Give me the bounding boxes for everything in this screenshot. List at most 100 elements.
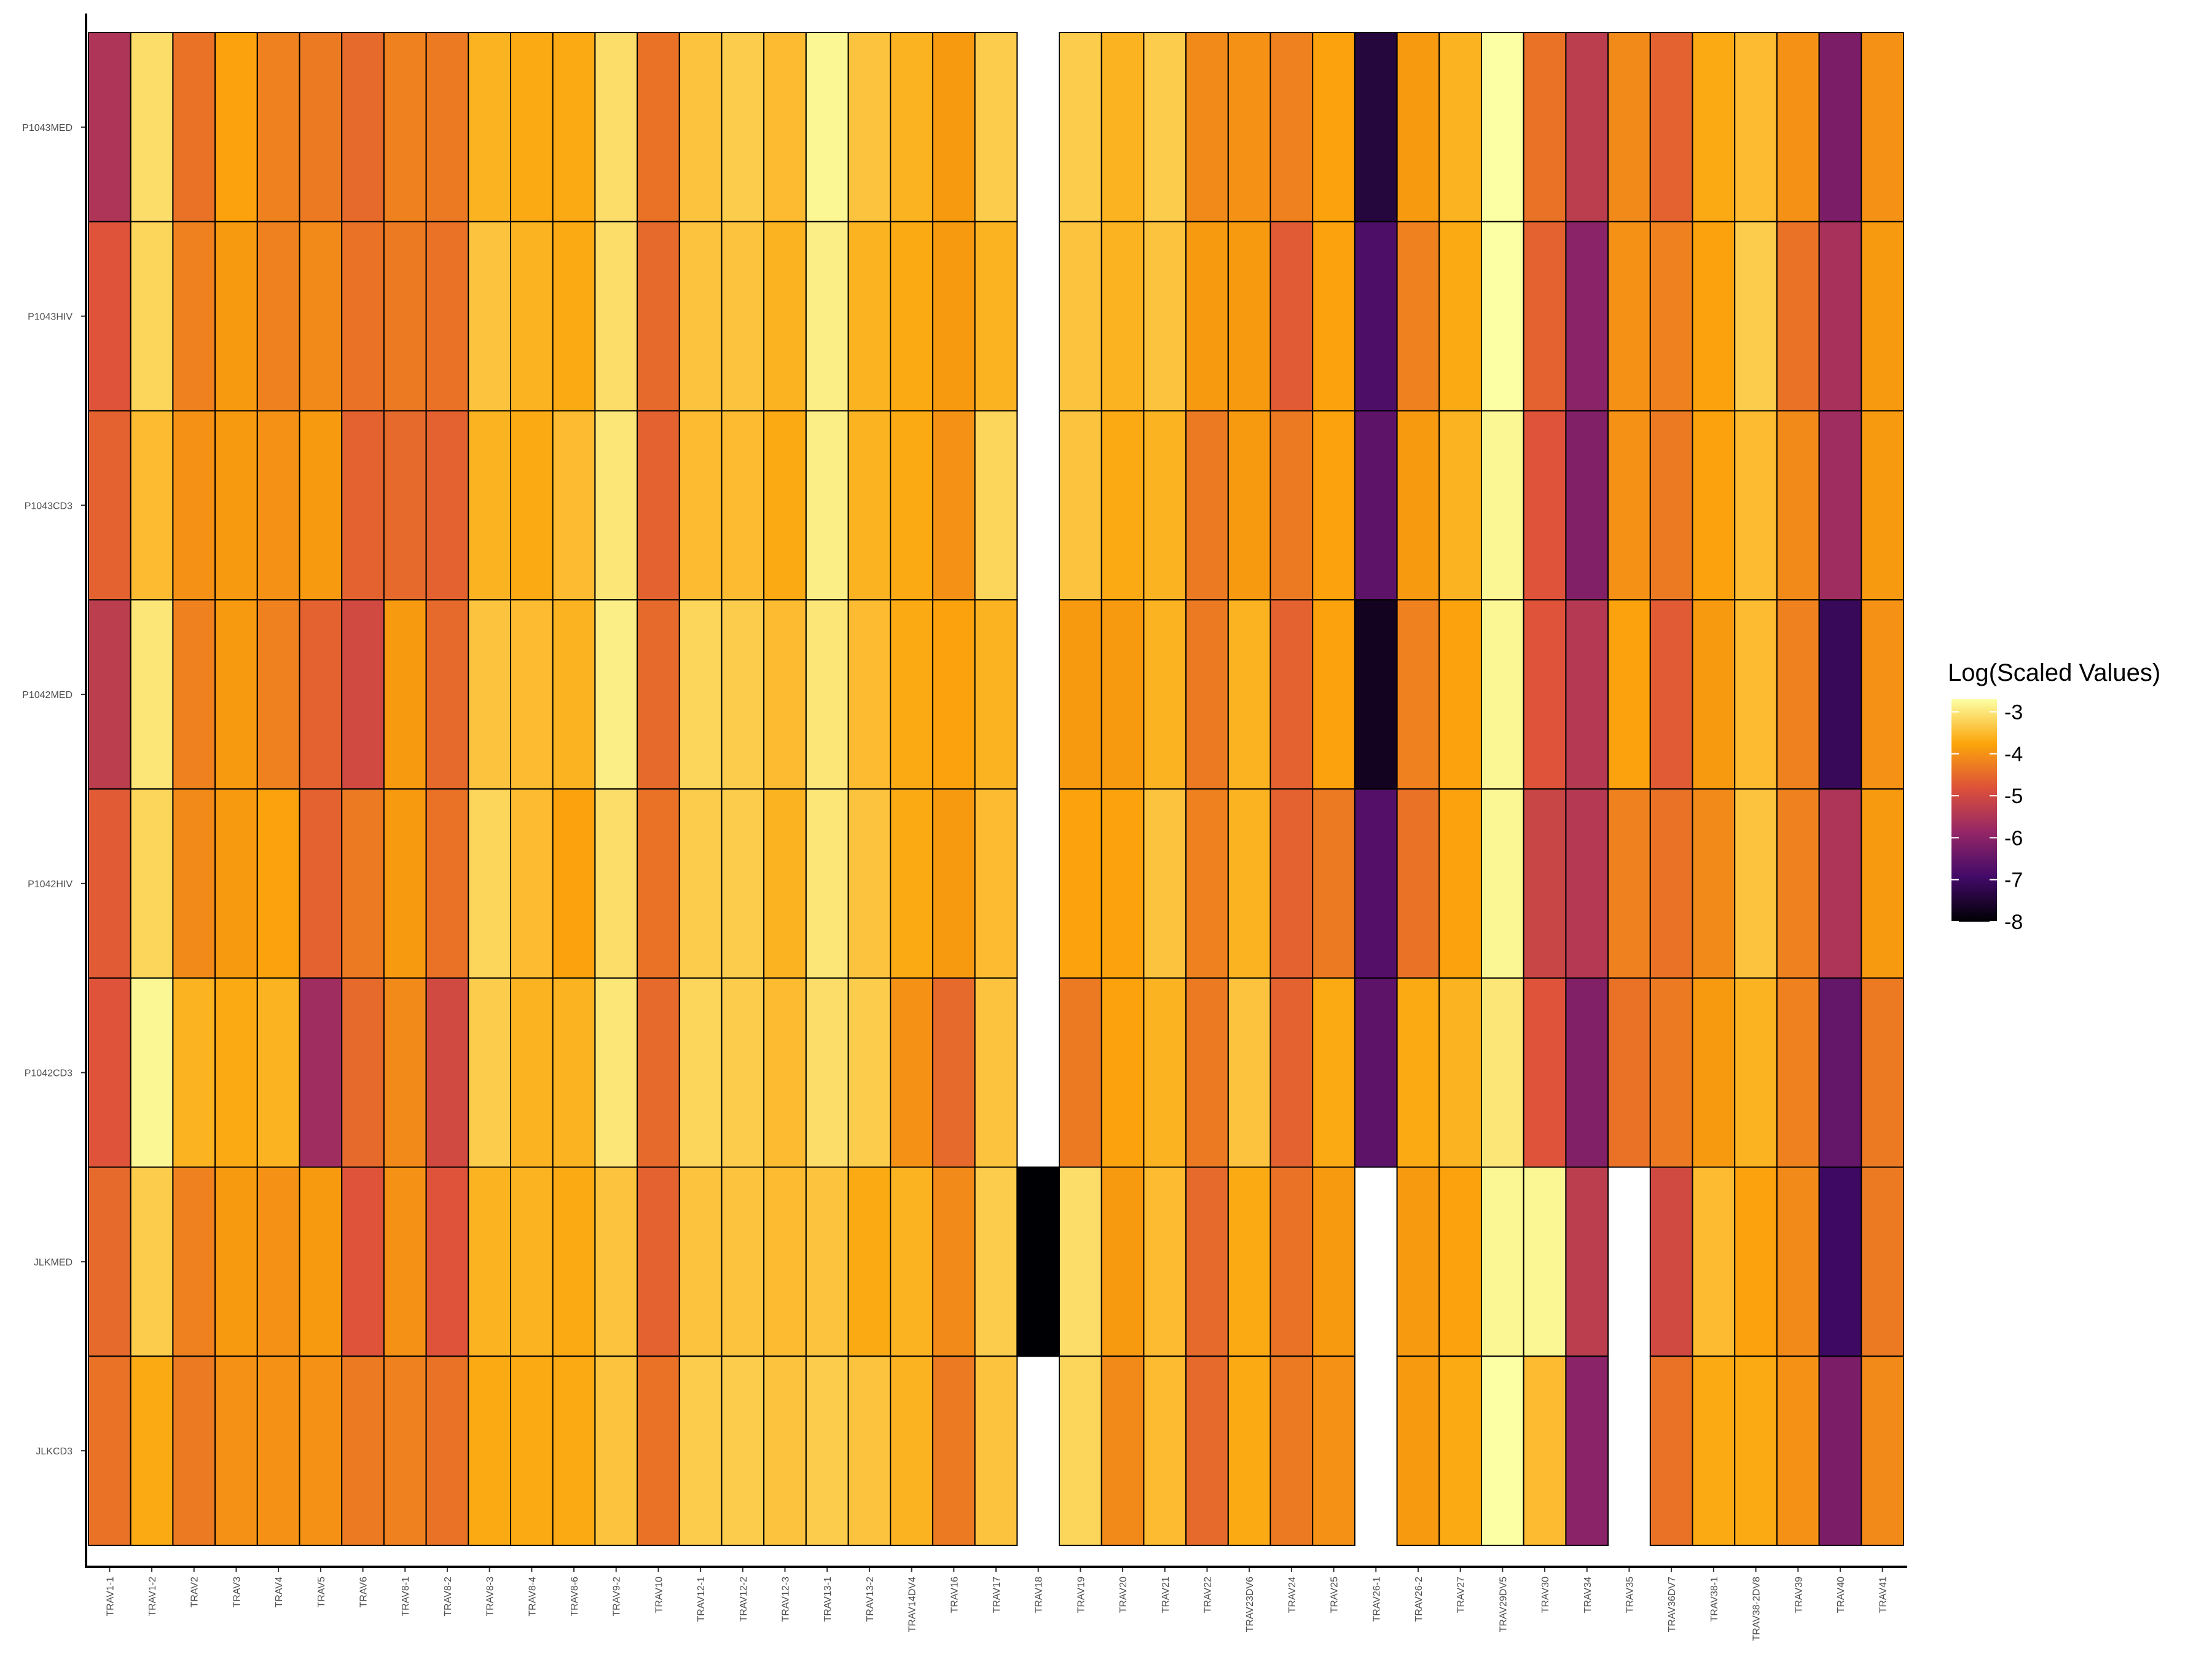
heatmap-cell	[1438, 788, 1483, 979]
heatmap-cell	[552, 788, 596, 979]
heatmap-cell	[594, 410, 638, 601]
heatmap-cell	[341, 410, 385, 601]
heatmap-cell	[425, 32, 469, 222]
heatmap-cell	[1438, 977, 1483, 1168]
heatmap-cell	[1734, 221, 1778, 412]
heatmap-cell	[1861, 410, 1905, 601]
heatmap-cell	[1692, 1166, 1736, 1357]
heatmap-cell	[468, 599, 511, 790]
heatmap-cell	[721, 410, 765, 601]
y-tick-label: JLKMED	[34, 1257, 73, 1268]
heatmap-cell	[130, 1166, 174, 1357]
heatmap-cell	[1312, 1166, 1355, 1357]
heatmap-cell	[509, 1355, 554, 1546]
colorbar-tick-label: -5	[2004, 785, 2023, 808]
heatmap-cell	[931, 221, 976, 412]
heatmap-cell	[1312, 410, 1355, 601]
heatmap-cell	[1481, 221, 1524, 412]
x-tick-label: TRAV41	[1878, 1577, 1889, 1613]
heatmap-cell	[1143, 1355, 1187, 1546]
heatmap-cell	[383, 977, 427, 1168]
heatmap-cell	[594, 1355, 638, 1546]
heatmap-cell	[1312, 599, 1355, 790]
heatmap-cell	[890, 410, 933, 601]
heatmap-cell	[1649, 788, 1693, 979]
heatmap-cell	[130, 221, 174, 412]
x-tick-label: TRAV4	[274, 1577, 284, 1607]
heatmap-cell	[1692, 599, 1736, 790]
heatmap-cell	[847, 1166, 892, 1357]
heatmap-cell	[974, 32, 1018, 222]
heatmap-cell	[637, 599, 680, 790]
heatmap-cell	[299, 221, 343, 412]
heatmap-cell	[1059, 1166, 1102, 1357]
heatmap-cell	[383, 410, 427, 601]
heatmap-cell	[1269, 32, 1314, 222]
heatmap-cell	[341, 788, 385, 979]
heatmap-cell	[763, 410, 807, 601]
heatmap-cell	[214, 1355, 258, 1546]
heatmap-cell	[1481, 32, 1524, 222]
heatmap-cell	[552, 221, 596, 412]
heatmap-cell	[1396, 599, 1440, 790]
heatmap-cells	[88, 32, 1905, 1546]
x-tick-label: TRAV14DV4	[908, 1577, 918, 1633]
heatmap-cell	[1396, 977, 1440, 1168]
heatmap-cell	[1143, 599, 1187, 790]
x-axis-tick-labels: TRAV1-1 TRAV1-2 TRAV2 TRAV3 TRAV4 TRAV5 TRAV6 T…	[105, 1567, 1889, 1641]
heatmap-cell	[172, 410, 216, 601]
heatmap-cell	[1861, 32, 1905, 222]
colorbar-tick-label: -6	[2004, 826, 2023, 850]
heatmap-cell	[425, 977, 469, 1168]
heatmap-cell	[678, 1166, 723, 1357]
heatmap-cell	[1100, 410, 1145, 601]
heatmap-cell	[805, 32, 849, 222]
heatmap-cell	[1438, 32, 1483, 222]
heatmap-cell	[1818, 1166, 1862, 1357]
heatmap-cell	[1100, 1355, 1145, 1546]
heatmap-cell	[721, 977, 765, 1168]
heatmap-cell	[509, 221, 554, 412]
heatmap-cell	[1776, 32, 1820, 222]
x-tick-label: TRAV38-1	[1709, 1577, 1720, 1622]
heatmap-cell	[341, 221, 385, 412]
heatmap-cell	[130, 788, 174, 979]
heatmap-cell	[1692, 221, 1736, 412]
heatmap-cell	[172, 1166, 216, 1357]
heatmap-cell	[383, 788, 427, 979]
heatmap-cell	[1059, 410, 1102, 601]
heatmap-cell	[383, 221, 427, 412]
heatmap-cell	[1565, 788, 1609, 979]
heatmap-cell	[763, 788, 807, 979]
heatmap-cell	[1312, 977, 1355, 1168]
heatmap-cell	[594, 1166, 638, 1357]
heatmap-cell	[468, 32, 511, 222]
x-tick-label: TRAV25	[1330, 1577, 1340, 1613]
heatmap-cell	[1734, 1166, 1778, 1357]
heatmap-cell	[1185, 1166, 1229, 1357]
heatmap-cell	[1100, 221, 1145, 412]
heatmap-cell	[1649, 1166, 1693, 1357]
heatmap-cell	[299, 599, 343, 790]
heatmap-cell	[1059, 977, 1102, 1168]
heatmap-cell	[1481, 410, 1524, 601]
heatmap-cell	[1269, 221, 1314, 412]
x-tick-label: TRAV12-3	[781, 1577, 791, 1622]
heatmap-cell	[214, 788, 258, 979]
colorbar-tick-label: -7	[2004, 869, 2023, 892]
heatmap-cell	[509, 788, 554, 979]
x-tick-label: TRAV12-1	[696, 1577, 707, 1622]
heatmap-cell	[1649, 1355, 1693, 1546]
x-tick-label: TRAV21	[1161, 1577, 1171, 1613]
x-tick-label: TRAV8-3	[485, 1577, 496, 1617]
y-tick-label: P1042CD3	[25, 1069, 73, 1079]
heatmap-cell	[931, 1166, 976, 1357]
heatmap-cell	[1861, 1355, 1905, 1546]
x-tick-label: TRAV5	[316, 1577, 327, 1607]
x-tick-label: TRAV20	[1118, 1577, 1129, 1613]
heatmap-cell	[594, 32, 638, 222]
heatmap-cell	[1818, 599, 1862, 790]
heatmap-cell	[1565, 1166, 1609, 1357]
heatmap-cell	[637, 32, 680, 222]
heatmap-cell	[1227, 599, 1271, 790]
